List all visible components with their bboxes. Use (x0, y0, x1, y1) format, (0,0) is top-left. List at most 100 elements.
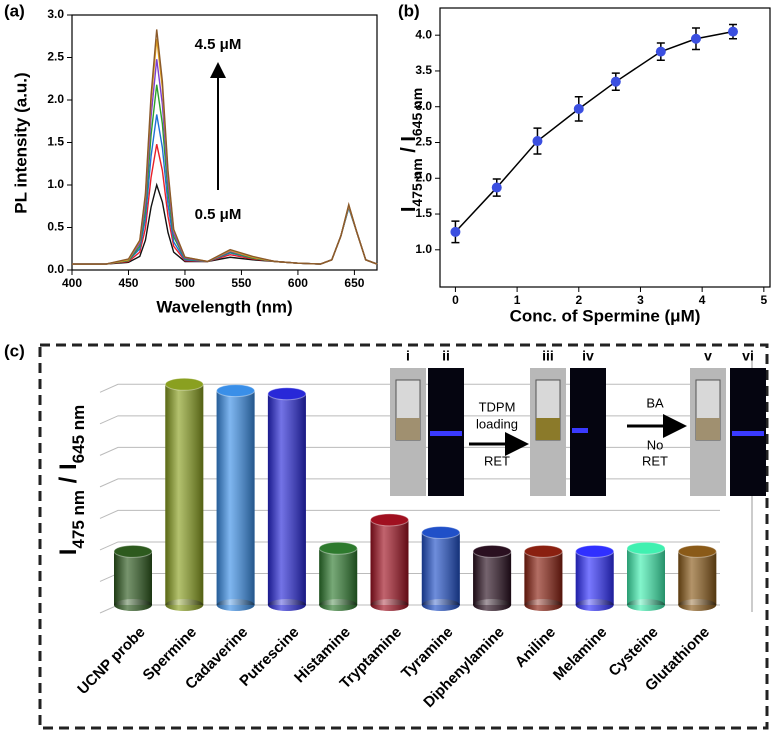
x-tick-label: 4 (699, 293, 706, 307)
point (610, 76, 621, 87)
annotation: 4.5 μM (195, 36, 242, 53)
x-tick-label: UCNP probe (74, 624, 148, 698)
x-tick-label: Melamine (550, 624, 610, 684)
bar-base-shade (627, 599, 665, 611)
bar-top (164, 377, 204, 391)
y-tick-label: 1.0 (415, 242, 432, 256)
bar-shade (216, 390, 255, 605)
grid-line (99, 415, 720, 425)
spectrum-line (72, 29, 378, 265)
bar-top (318, 541, 358, 555)
point (690, 33, 701, 44)
bar-shade (370, 519, 409, 605)
vial-liquid (536, 418, 560, 440)
label-part: I (398, 207, 420, 213)
point (573, 103, 584, 114)
bar-shade (524, 551, 563, 605)
y-tick-label: 1.0 (47, 177, 64, 191)
x-tick-label: Aniline (512, 624, 559, 671)
x-axis-label: Wavelength (nm) (156, 297, 292, 316)
fit-line (454, 30, 734, 233)
label-part: 475 nm (409, 158, 425, 206)
blue-glow (430, 431, 462, 436)
bar-top (626, 541, 666, 555)
grid-line (99, 383, 720, 393)
bar-shade (627, 548, 665, 605)
y-axis-label: I475 nm / I645 nm (398, 88, 424, 212)
x-tick-label: 5 (760, 293, 767, 307)
label-part: / I (398, 136, 420, 158)
point (532, 136, 543, 147)
label-part: 645 nm (69, 405, 88, 464)
x-tick-label: 1 (514, 293, 521, 307)
x-tick-label: 400 (62, 276, 82, 290)
photo-label: i (406, 348, 410, 364)
plot-frame (439, 7, 771, 288)
label-part: I (55, 549, 82, 556)
bar-top (216, 384, 256, 398)
vial-liquid (696, 418, 720, 440)
bar-shade (421, 532, 460, 605)
annotation: 0.5 μM (195, 206, 242, 223)
bar-shade (319, 548, 358, 605)
spectrum-line (72, 59, 378, 265)
bar-shade (114, 551, 152, 605)
label-part: / I (55, 463, 82, 490)
x-tick-label: 0 (452, 293, 459, 307)
y-tick-label: 2.5 (415, 135, 432, 149)
bar-top (267, 387, 307, 401)
photo-label: v (704, 348, 712, 364)
point (491, 182, 502, 193)
x-tick-label: 3 (637, 293, 644, 307)
spectrum-line (72, 38, 378, 265)
bar-base-shade (678, 599, 717, 611)
bar-shade (575, 551, 614, 605)
photo-label: vi (742, 348, 754, 364)
bar-base-shade (216, 599, 255, 611)
bar-shade (678, 551, 717, 605)
bar-shade (165, 384, 204, 605)
bar-shade (473, 551, 512, 605)
y-tick-label: 1.5 (415, 206, 432, 220)
y-tick-label: 2.0 (47, 92, 64, 106)
point (655, 46, 666, 57)
x-tick-label: 600 (288, 276, 308, 290)
y-tick-label: 1.5 (47, 135, 64, 149)
x-tick-label: 450 (118, 276, 138, 290)
y-tick-label: 4.0 (415, 27, 432, 41)
grid-line (99, 478, 720, 488)
spectrum-line (72, 114, 378, 265)
y-tick-label: 3.0 (47, 7, 64, 21)
bar-top (523, 544, 563, 558)
plot-frame (71, 14, 378, 271)
bar-shade (267, 393, 306, 605)
photo-label: iii (542, 348, 554, 364)
bar-top (677, 544, 717, 558)
panel-border (38, 343, 769, 730)
label-part: 645 nm (409, 88, 425, 136)
x-tick-label: 550 (231, 276, 251, 290)
bar-base-shade (114, 599, 152, 611)
x-axis-label: Conc. of Spermine (μM) (510, 306, 701, 325)
bar-base-shade (575, 599, 614, 611)
y-tick-label: 0.0 (47, 262, 64, 276)
panel-label: (b) (398, 1, 420, 20)
photo-label: ii (442, 348, 450, 364)
point (727, 26, 738, 37)
bar-base-shade (267, 599, 306, 611)
bar-top (113, 544, 153, 558)
y-tick-label: 2.5 (47, 50, 64, 64)
panel-label: (c) (4, 341, 25, 360)
grid-line (99, 541, 720, 551)
bar-top (421, 525, 461, 539)
grid-line (99, 509, 720, 519)
blue-glow (732, 431, 764, 436)
step-label: loading (476, 416, 518, 431)
step-label: TDPM (479, 399, 516, 414)
x-tick-label: 650 (344, 276, 364, 290)
bar-base-shade (421, 599, 460, 611)
spectrum-line (72, 84, 378, 265)
bar-base-shade (319, 599, 358, 611)
step-label: RET (484, 453, 510, 468)
